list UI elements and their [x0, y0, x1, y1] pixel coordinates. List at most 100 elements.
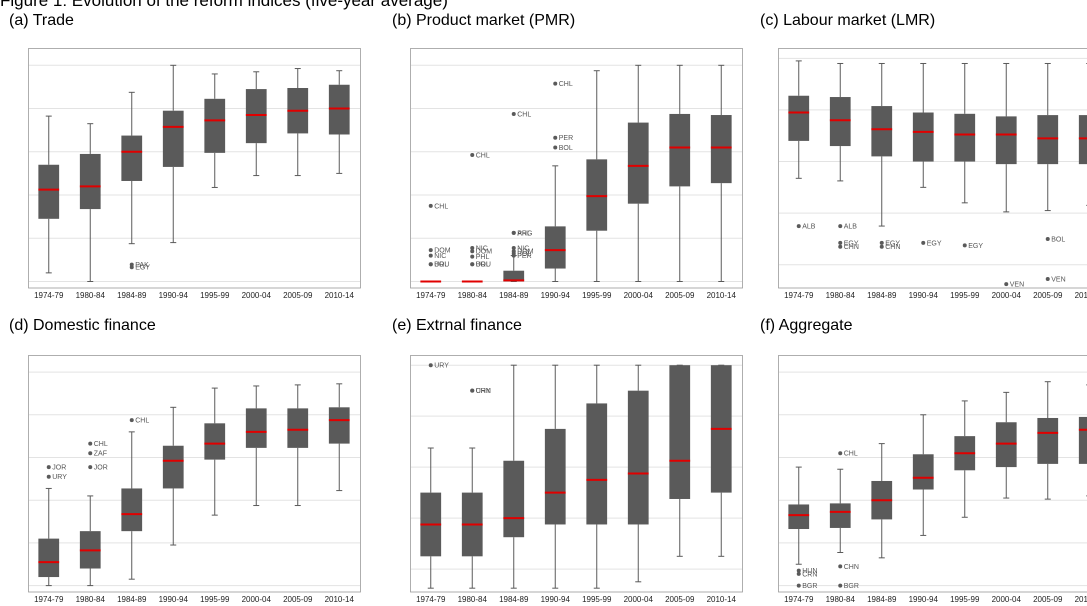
outlier-point — [88, 451, 93, 456]
outlier-label: NIC — [476, 246, 488, 253]
outlier-label: EGY — [844, 240, 859, 247]
outlier-label: BOL — [559, 145, 573, 152]
x-tick-label: 1974-79 — [416, 595, 446, 604]
outlier-point — [470, 388, 475, 393]
box-iqr — [669, 113, 691, 187]
box-iqr — [245, 89, 267, 144]
outlier-point — [1045, 276, 1050, 281]
x-tick-label: 2005-09 — [1033, 595, 1063, 604]
outlier-point — [470, 249, 475, 254]
box-iqr — [245, 408, 267, 448]
outlier-label: NIC — [517, 246, 529, 253]
outlier-label: VEN — [1010, 282, 1024, 289]
x-tick-label: 1980-84 — [76, 595, 106, 604]
box-iqr — [162, 445, 184, 489]
x-tick-label: 1974-79 — [416, 291, 446, 300]
outlier-label: EGY — [968, 243, 983, 250]
x-tick-label: 1974-79 — [784, 595, 814, 604]
outlier-label: ARG — [517, 230, 532, 237]
x-tick-label: 2010-14 — [707, 291, 737, 300]
figure-title: Figure 1: Evolution of the reform indice… — [0, 0, 448, 10]
outlier-label: HUN — [802, 568, 817, 575]
x-tick-label: 1990-94 — [159, 291, 189, 300]
outlier-point — [129, 418, 134, 423]
x-tick-label: 1995-99 — [582, 291, 612, 300]
plot-frame — [28, 355, 361, 593]
box-iqr — [38, 538, 60, 578]
chart-product-market: 0.2.4.6.811974-791980-841984-891990-9419… — [410, 48, 743, 300]
x-tick-label: 1984-89 — [867, 595, 897, 604]
box-iqr — [1078, 416, 1087, 464]
panel-title-trade: (a) Trade — [9, 12, 74, 29]
outlier-label: CRN — [802, 571, 817, 578]
x-tick-label: 1990-94 — [541, 291, 571, 300]
outlier-label: BOL — [1051, 236, 1065, 243]
x-tick-label: 1995-99 — [200, 291, 230, 300]
x-tick-label: 2000-04 — [242, 291, 272, 300]
box-iqr — [121, 488, 143, 532]
outlier-point — [511, 253, 516, 258]
x-tick-label: 2000-04 — [992, 291, 1022, 300]
outlier-label: PAK — [135, 262, 149, 269]
x-tick-label: 1980-84 — [458, 291, 488, 300]
x-tick-label: 1984-89 — [499, 595, 529, 604]
outlier-point — [88, 465, 93, 470]
box-iqr — [328, 407, 350, 444]
box-iqr — [162, 110, 184, 167]
x-tick-label: 2010-14 — [1075, 291, 1087, 300]
outlier-label: DOM — [434, 248, 451, 255]
x-tick-label: 1995-99 — [582, 595, 612, 604]
x-tick-label: 2010-14 — [1075, 595, 1087, 604]
x-tick-label: 2000-04 — [242, 595, 272, 604]
outlier-label: CHN — [476, 388, 491, 395]
outlier-point — [796, 571, 801, 576]
outlier-point — [796, 568, 801, 573]
x-tick-label: 1995-99 — [200, 595, 230, 604]
box-iqr — [829, 97, 851, 147]
outlier-point — [511, 111, 516, 116]
box-iqr — [1078, 115, 1087, 165]
outlier-label: ZAF — [94, 451, 107, 458]
box-iqr — [79, 153, 101, 210]
outlier-label: EGY — [927, 240, 942, 247]
outlier-label: CHL — [434, 203, 448, 210]
outlier-label: CHN — [885, 244, 900, 251]
panel-title-aggregate: (f) Aggregate — [760, 317, 853, 334]
outlier-label: URY — [52, 474, 67, 481]
chart-labour-market: .2.4.6.811974-791980-841984-891990-94199… — [778, 48, 1087, 300]
outlier-point — [838, 583, 843, 588]
outlier-point — [921, 240, 926, 245]
x-tick-label: 1984-89 — [117, 291, 147, 300]
box-iqr — [586, 403, 608, 525]
chart-domestic-finance: 0.2.4.6.811974-791980-841984-891990-9419… — [28, 355, 361, 604]
x-tick-label: 1995-99 — [950, 595, 980, 604]
panel-title-labour-market: (c) Labour market (LMR) — [760, 12, 936, 29]
x-tick-label: 1984-89 — [499, 291, 529, 300]
box-iqr — [788, 95, 810, 141]
plot-frame — [410, 48, 743, 289]
outlier-point — [428, 248, 433, 253]
outlier-point — [428, 363, 433, 368]
x-tick-label: 1980-84 — [76, 291, 106, 300]
box-iqr — [544, 226, 566, 269]
x-tick-label: 1990-94 — [159, 595, 189, 604]
box-iqr — [503, 270, 525, 282]
x-tick-label: 2000-04 — [624, 595, 654, 604]
x-tick-label: 1974-79 — [784, 291, 814, 300]
outlier-label: JOR — [94, 465, 108, 472]
x-tick-label: 2010-14 — [325, 595, 355, 604]
x-tick-label: 2010-14 — [707, 595, 737, 604]
chart-aggregate: 0.2.4.6.811974-791980-841984-891990-9419… — [778, 355, 1087, 604]
plot-frame — [28, 48, 361, 289]
box-iqr — [788, 504, 810, 530]
outlier-label: CHL — [517, 111, 531, 118]
outlier-point — [470, 262, 475, 267]
box-iqr — [204, 423, 226, 460]
box-iqr — [328, 84, 350, 135]
x-tick-label: 2005-09 — [283, 291, 313, 300]
x-tick-label: 1974-79 — [34, 595, 64, 604]
x-tick-label: 2005-09 — [665, 291, 695, 300]
outlier-point — [470, 246, 475, 250]
box-iqr — [503, 460, 525, 538]
outlier-point — [511, 230, 516, 235]
